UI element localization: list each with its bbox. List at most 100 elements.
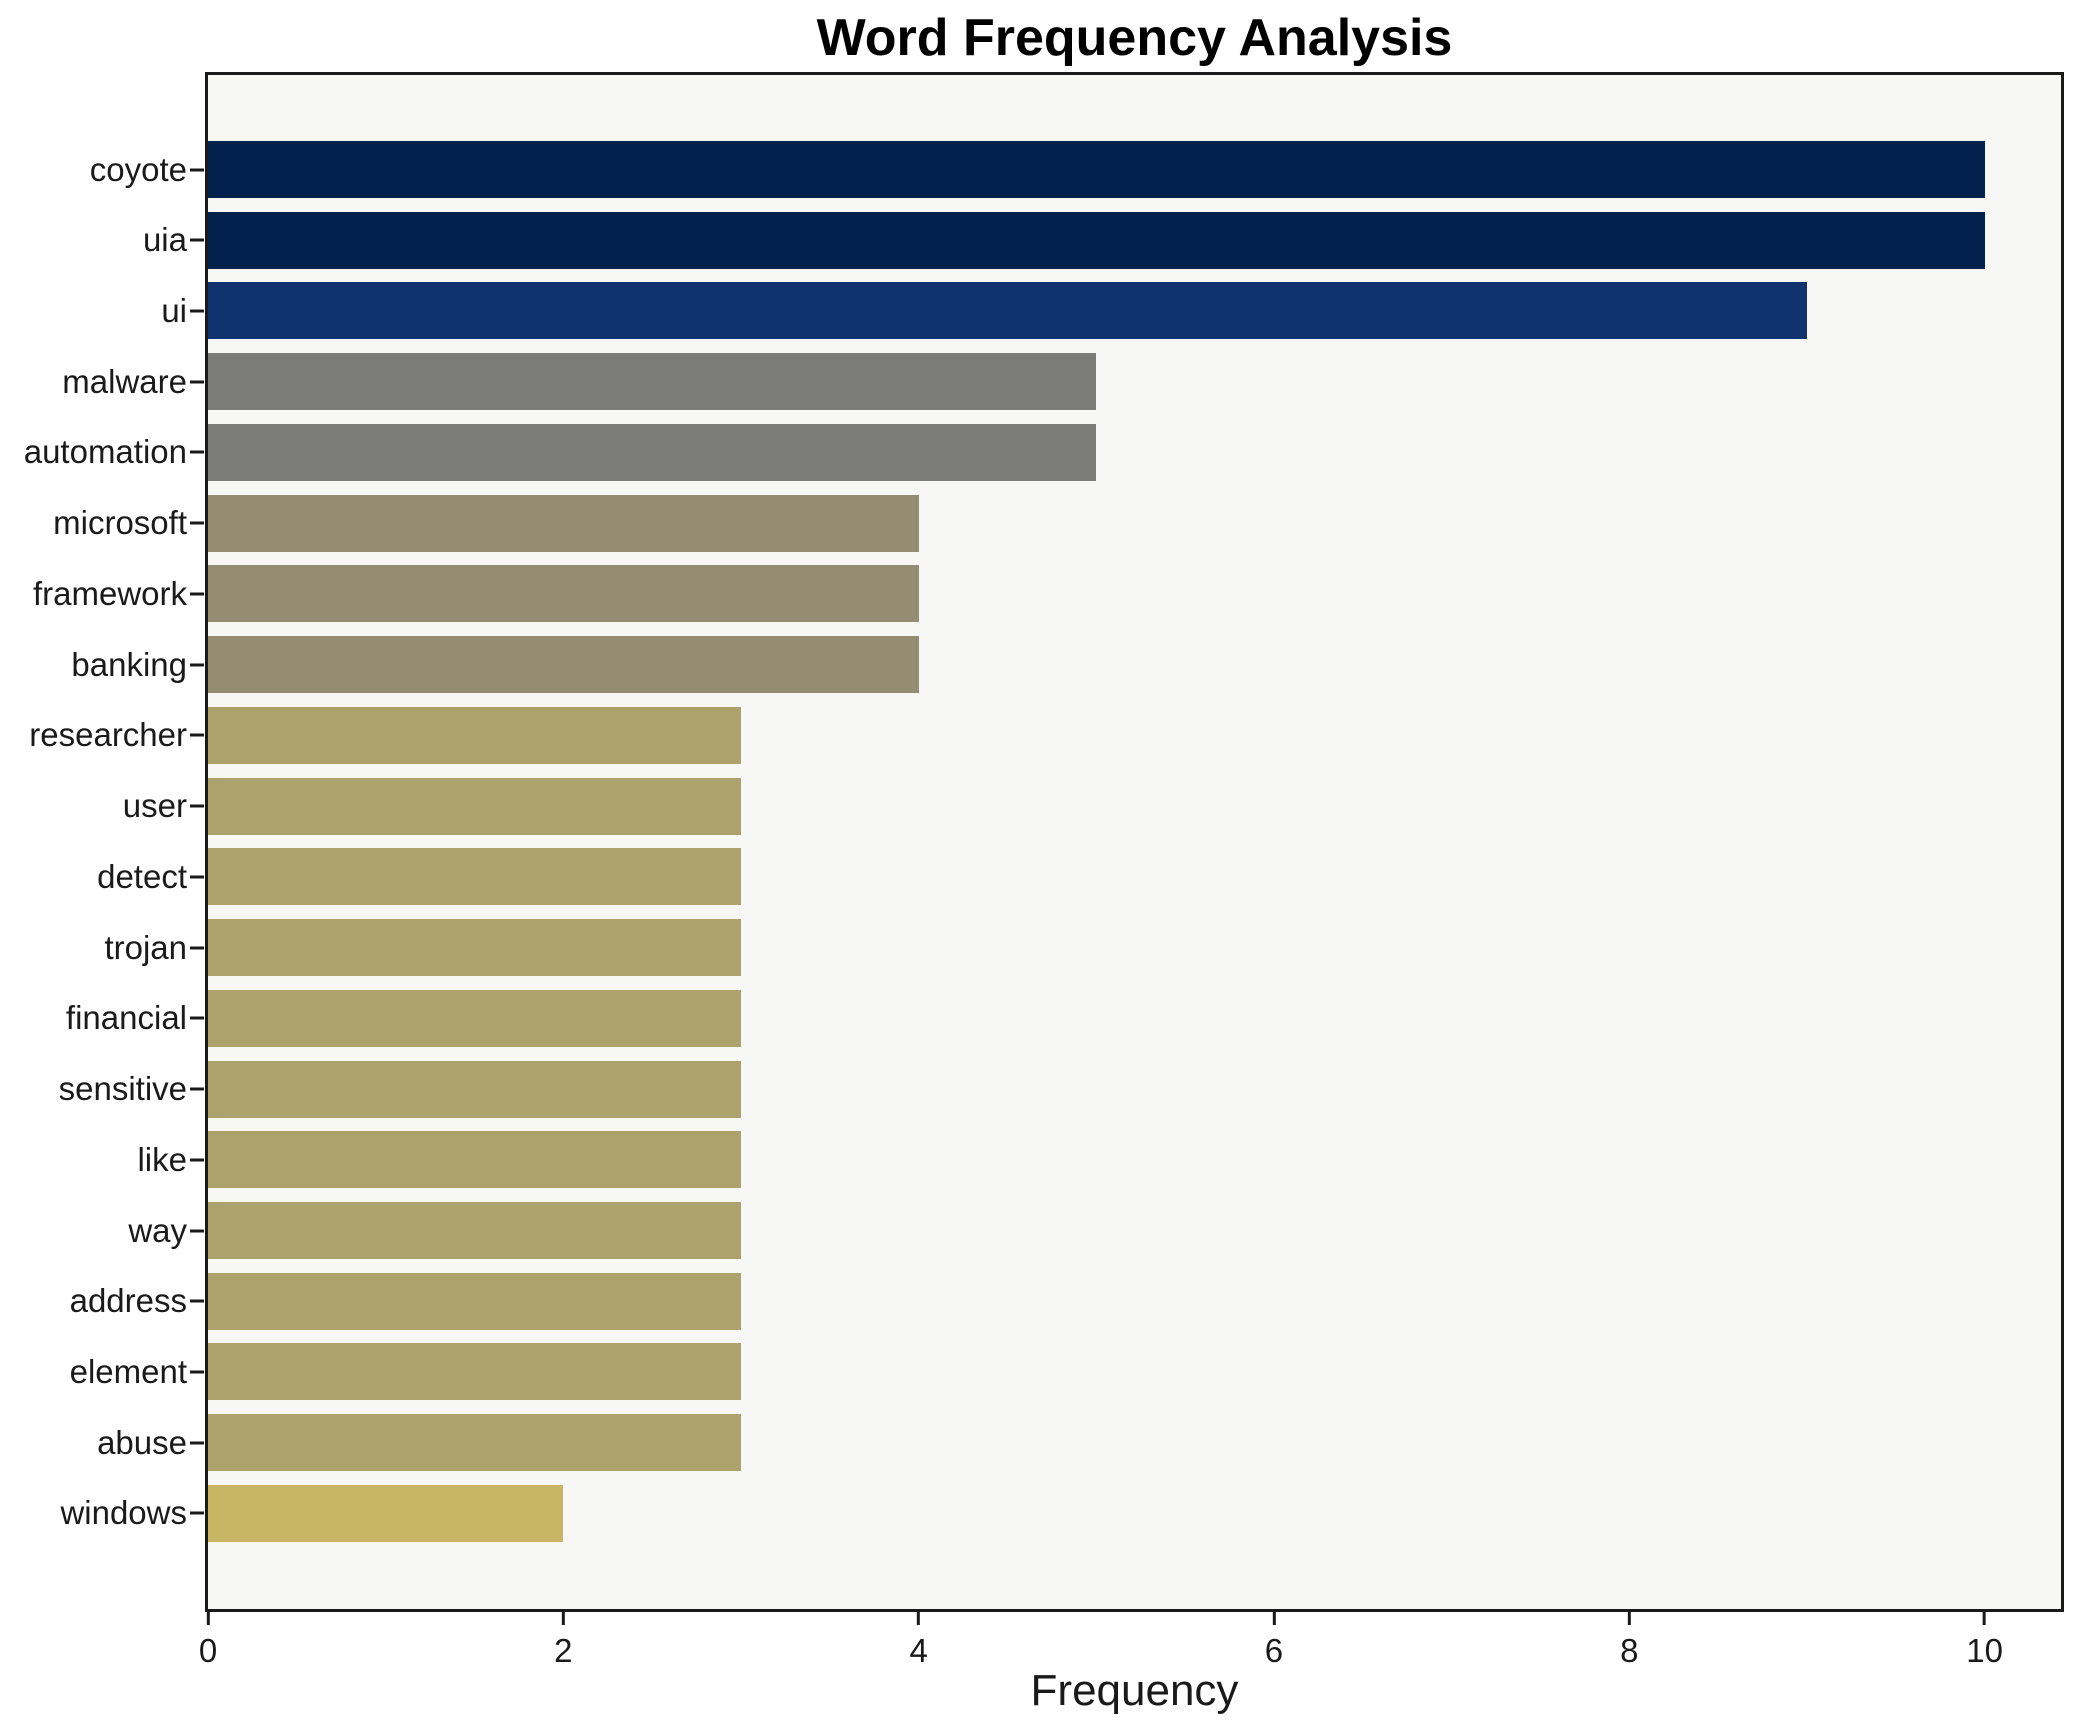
y-axis-label: banking [71, 645, 187, 683]
y-tick-mark [190, 1441, 204, 1445]
x-tick: 8 [1620, 1612, 1638, 1670]
bar-row: financial [66, 989, 2061, 1047]
bar-row: windows [60, 1484, 2061, 1542]
x-tick: 0 [199, 1612, 217, 1670]
bar-row: way [128, 1202, 2061, 1260]
y-axis-label: sensitive [58, 1070, 187, 1108]
x-tick: 2 [554, 1612, 572, 1670]
x-axis-label: Frequency [1030, 1666, 1239, 1715]
bar-row: framework [33, 565, 2061, 623]
bar-row: researcher [29, 706, 2061, 764]
bar-row: abuse [97, 1414, 2061, 1472]
bar-row: trojan [104, 919, 2061, 977]
y-axis-label: trojan [104, 928, 187, 966]
frequency-bar [208, 1484, 564, 1542]
y-axis-label: uia [142, 221, 187, 259]
y-tick-mark [190, 380, 204, 384]
frequency-bar [208, 494, 919, 552]
y-tick-mark [190, 450, 204, 454]
y-axis-label: financial [65, 999, 187, 1037]
frequency-bar [208, 211, 1985, 269]
chart-title: Word Frequency Analysis [816, 9, 1453, 67]
x-axis-ticks: 0 2 4 6 8 10 [199, 1612, 2061, 1692]
y-axis-label: way [128, 1211, 187, 1249]
y-axis-label: element [69, 1352, 187, 1390]
x-tick-label: 8 [1620, 1632, 1639, 1669]
bar-row: coyote [90, 141, 2061, 198]
y-axis-label: like [137, 1140, 187, 1178]
bar-row: banking [71, 636, 2061, 694]
frequency-bar [208, 989, 741, 1047]
y-axis-label: coyote [89, 150, 187, 188]
bar-row: automation [24, 423, 2061, 481]
bar-row: microsoft [53, 494, 2061, 552]
x-tick-mark [561, 1612, 565, 1625]
frequency-bar [208, 848, 741, 906]
frequency-bar [208, 1343, 741, 1401]
y-tick-mark [190, 733, 204, 737]
bar-row: element [70, 1343, 2061, 1401]
y-tick-mark [190, 1087, 204, 1091]
bar-row: detect [97, 848, 2061, 906]
y-tick-mark [190, 875, 204, 879]
y-axis-label: ui [161, 291, 187, 329]
y-tick-mark [190, 1370, 204, 1374]
y-axis-label: framework [32, 574, 187, 612]
x-tick-mark [206, 1612, 210, 1625]
x-tick-mark [917, 1612, 921, 1625]
bar-row: like [137, 1131, 2061, 1189]
y-axis-label: user [122, 787, 187, 825]
bar-row: address [70, 1272, 2061, 1330]
bars-container: coyote uia ui malware automation microsoft fra… [24, 141, 2061, 1542]
frequency-bar [208, 1414, 741, 1472]
bar-row: malware [62, 353, 2061, 411]
y-tick-mark [190, 663, 204, 667]
y-axis-label: detect [97, 857, 187, 895]
y-tick-mark [190, 1158, 204, 1162]
frequency-bar [208, 1060, 741, 1118]
frequency-bar [208, 1131, 741, 1189]
plot-area: coyote uia ui malware automation microsoft fra… [24, 72, 2064, 1612]
x-tick-label: 2 [554, 1632, 573, 1669]
y-axis-label: abuse [97, 1423, 187, 1461]
frequency-bar [208, 1272, 741, 1330]
y-axis-label: address [69, 1282, 187, 1320]
y-tick-mark [190, 168, 204, 171]
y-tick-mark [190, 238, 204, 242]
bar-row: ui [161, 282, 2061, 340]
y-axis-label: automation [23, 433, 187, 471]
y-axis-label: windows [60, 1494, 187, 1532]
x-tick: 4 [909, 1612, 928, 1670]
y-tick-mark [190, 1229, 204, 1233]
frequency-bar [208, 423, 1097, 481]
x-tick: 10 [1966, 1612, 2003, 1670]
x-tick-label: 4 [909, 1632, 928, 1669]
bar-row: sensitive [59, 1060, 2061, 1118]
frequency-bar [208, 636, 919, 694]
y-tick-mark [190, 1016, 204, 1020]
y-tick-mark [190, 804, 204, 808]
bar-row: uia [143, 211, 2061, 269]
x-tick-label: 0 [198, 1632, 218, 1669]
x-tick-label: 6 [1264, 1632, 1284, 1669]
frequency-bar [208, 1202, 741, 1260]
y-axis-label: researcher [29, 716, 187, 754]
y-tick-mark [190, 1511, 204, 1515]
y-axis-label: microsoft [53, 504, 187, 542]
y-tick-mark [190, 521, 204, 525]
frequency-bar [208, 777, 741, 835]
frequency-bar [208, 565, 919, 623]
y-tick-mark [190, 592, 204, 596]
x-tick-mark [1272, 1612, 1276, 1625]
frequency-bar [208, 919, 741, 977]
y-axis-label: malware [62, 362, 187, 400]
frequency-bar [208, 706, 741, 764]
y-tick-mark [190, 1299, 204, 1303]
x-tick: 6 [1265, 1612, 1283, 1670]
x-tick-label: 10 [1966, 1632, 2003, 1669]
y-tick-mark [190, 309, 204, 313]
frequency-bar [208, 282, 1807, 340]
bar-row: user [123, 777, 2061, 835]
y-tick-mark [190, 946, 204, 950]
